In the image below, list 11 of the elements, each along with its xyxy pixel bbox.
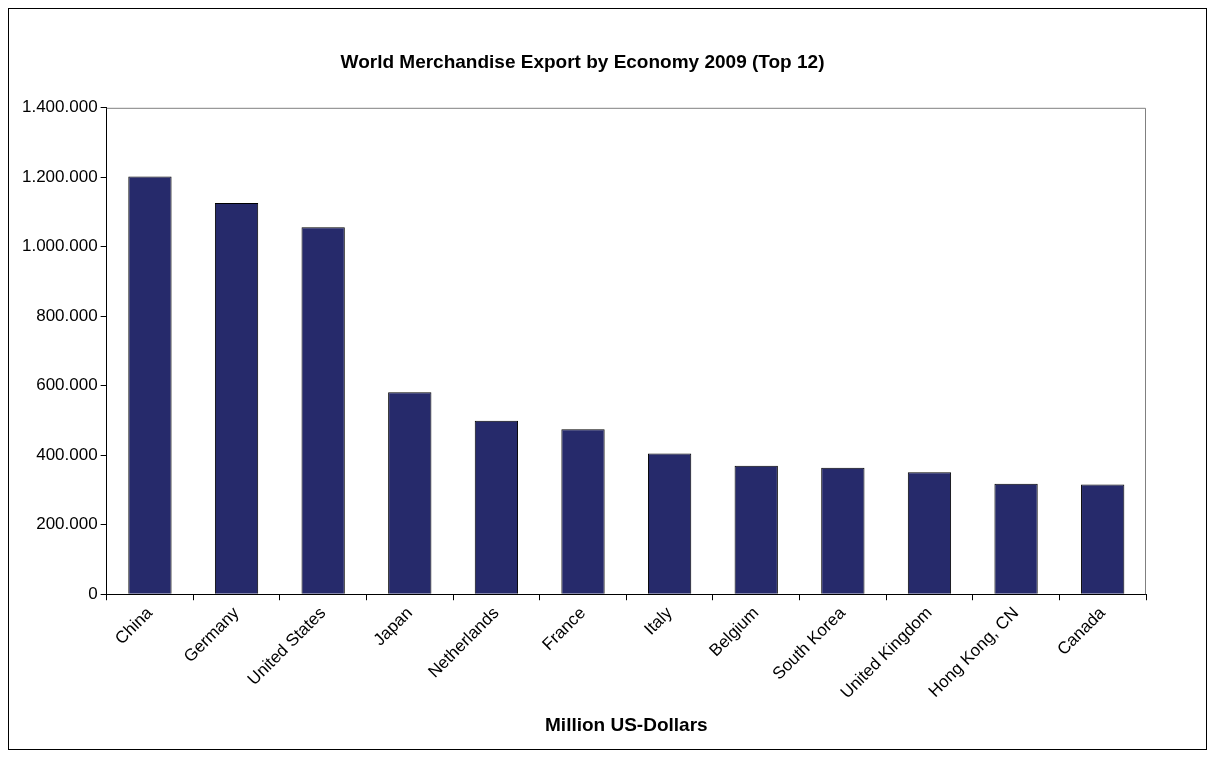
y-tick-label: 800.000	[36, 305, 98, 325]
y-tick-label: 200.000	[36, 514, 98, 534]
y-tick-label: 0	[88, 583, 98, 603]
y-tick-label: 600.000	[36, 375, 98, 395]
y-tick-label: 1.000.000	[21, 236, 98, 256]
y-tick-label: 400.000	[36, 444, 98, 464]
x-tick-label: Italy	[640, 602, 677, 639]
chart-title: World Merchandise Export by Economy 2009 (Top 12)	[340, 50, 825, 72]
y-tick-label: 1.200.000	[21, 166, 98, 186]
y-tick-label: 1.400.000	[21, 97, 98, 117]
x-axis-title: Million US-Dollars	[545, 713, 708, 735]
